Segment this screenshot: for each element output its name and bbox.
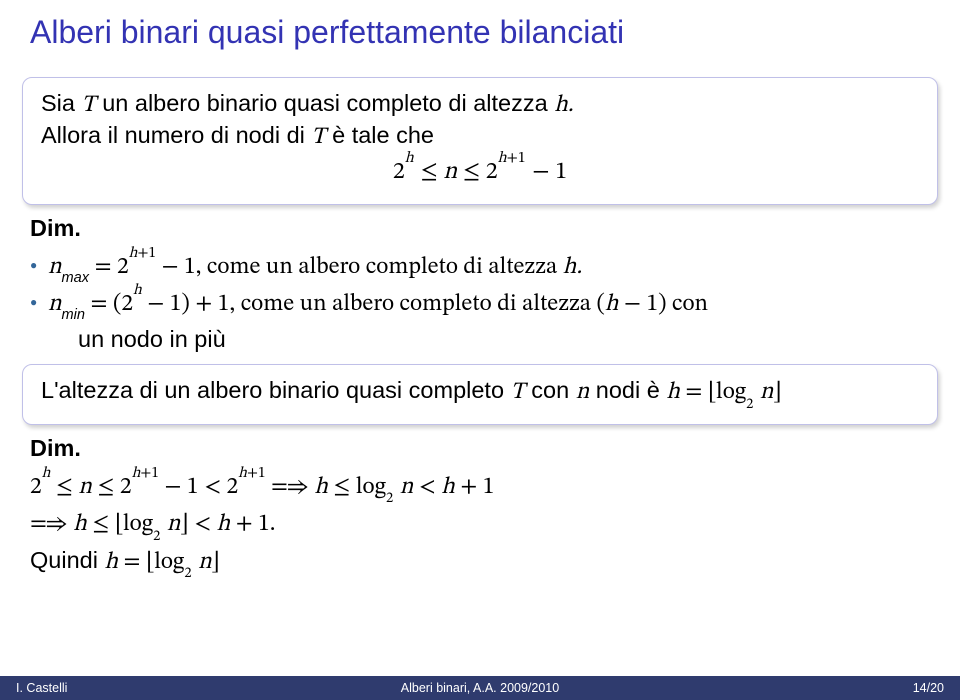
text: un albero binario quasi completo di alte… — [96, 90, 555, 116]
bullet-icon: ● — [30, 250, 48, 280]
text: L'altezza di un albero binario quasi com… — [41, 377, 511, 403]
text: con — [525, 377, 576, 403]
bullet-text: nmin = (2 h − 1) + 1, come un albero comp… — [48, 287, 930, 322]
bullet-continuation: un nodo in più — [78, 324, 930, 355]
proof-label-2: Dim. — [30, 435, 960, 462]
m: n — [167, 512, 181, 536]
m: 2 — [30, 475, 42, 499]
text: nodi è — [589, 377, 666, 403]
theorem-box-2: L'altezza di un albero binario quasi com… — [22, 364, 938, 425]
bullet-list: ● nmax = 2h+1 − 1, come un albero comple… — [30, 250, 930, 354]
theorem-inequality: 2h ≤ n ≤ 2h+1 − 1 — [41, 155, 919, 187]
text: = 2 — [89, 255, 129, 279]
math-var: T — [511, 380, 525, 404]
slide-title: Alberi binari quasi perfettamente bilanc… — [0, 14, 960, 71]
theorem-box-1: Sia T un albero binario quasi completo d… — [22, 77, 938, 205]
text: Dim. — [30, 435, 81, 461]
m: =⇒ — [266, 475, 315, 499]
math-var: T — [82, 93, 96, 117]
footer-page-number: 14/20 — [635, 681, 960, 695]
text: − 1) con — [618, 292, 708, 316]
m: < — [413, 475, 441, 499]
theorem-line-2: Allora il numero di nodi di T è tale che — [41, 122, 919, 152]
theorem-line-1: Sia T un albero binario quasi completo d… — [41, 90, 919, 120]
text: Sia — [41, 90, 82, 116]
bullet-item-1: ● nmax = 2h+1 − 1, come un albero comple… — [30, 250, 930, 285]
m: ⌋ — [212, 550, 220, 574]
slide: Alberi binari quasi perfettamente bilanc… — [0, 0, 960, 700]
text: Allora il numero di nodi di — [41, 122, 311, 148]
m: + 1. — [230, 512, 275, 536]
text: è tale che — [326, 122, 434, 148]
math-var: h. — [563, 255, 582, 279]
m: ⌋ < — [180, 512, 216, 536]
math-sub: min — [62, 307, 85, 323]
bullet-item-2: ● nmin = (2 h − 1) + 1, come un albero co… — [30, 287, 930, 322]
text: − 1, come un albero completo di altezza — [156, 255, 563, 279]
m: h — [73, 512, 87, 536]
math-var: h — [605, 292, 619, 316]
math-sub: max — [62, 270, 90, 286]
math-exp: +1 — [137, 245, 156, 261]
proof-line-2: =⇒ h ≤ ⌊log2 n⌋ < h + 1. — [30, 507, 960, 543]
m: h — [238, 465, 247, 481]
bullet-text: nmax = 2h+1 − 1, come un albero completo… — [48, 250, 930, 285]
footer-bar: I. Castelli Alberi binari, A.A. 2009/201… — [0, 676, 960, 700]
m: n — [78, 475, 92, 499]
m: h — [42, 465, 51, 481]
m: ≤ 2 — [92, 475, 132, 499]
math-var: T — [311, 125, 325, 149]
m: − 1 < 2 — [159, 475, 238, 499]
math-var: n — [48, 292, 62, 316]
math-var: n — [576, 380, 590, 404]
m: 2 — [153, 530, 160, 544]
proof-label-1: Dim. — [30, 215, 960, 242]
math-var: h — [666, 380, 680, 404]
m: +1 — [140, 465, 159, 481]
m: h — [314, 475, 328, 499]
math-exp: h — [133, 282, 142, 298]
footer-title: Alberi binari, A.A. 2009/2010 — [325, 681, 634, 695]
footer-author: I. Castelli — [0, 681, 325, 695]
text: − 1) + 1, come un albero completo di alt… — [142, 292, 605, 316]
proof-line-1: 2h ≤ n ≤ 2h+1 − 1 < 2h+1 =⇒ h ≤ log2 n <… — [30, 470, 960, 506]
bullet-icon: ● — [30, 287, 48, 317]
m: +1 — [247, 465, 266, 481]
proof-line-3: Quindi h = ⌊log2 n⌋ — [30, 545, 960, 581]
m: ≤ — [50, 475, 78, 499]
m: + 1 — [455, 475, 495, 499]
math-var: n — [48, 255, 62, 279]
m: =⇒ — [30, 512, 73, 536]
text: Dim. — [30, 215, 81, 241]
m: Quindi — [30, 547, 104, 573]
text: ⌋ — [773, 380, 781, 404]
m: h — [217, 512, 231, 536]
text: = (2 — [85, 292, 133, 316]
m: = ⌊log — [118, 550, 184, 574]
text: = ⌊log — [680, 380, 746, 404]
math-sub: 2 — [746, 398, 753, 412]
m: 2 — [386, 492, 393, 506]
m: h — [104, 550, 118, 574]
m: h — [441, 475, 455, 499]
m: n — [400, 475, 414, 499]
m: 2 — [184, 567, 191, 581]
math-var: h. — [554, 93, 573, 117]
m: ≤ ⌊log — [87, 512, 153, 536]
proof-body: 2h ≤ n ≤ 2h+1 − 1 < 2h+1 =⇒ h ≤ log2 n <… — [30, 470, 960, 581]
m: n — [198, 550, 212, 574]
m: ≤ log — [328, 475, 386, 499]
math-var: n — [760, 380, 774, 404]
